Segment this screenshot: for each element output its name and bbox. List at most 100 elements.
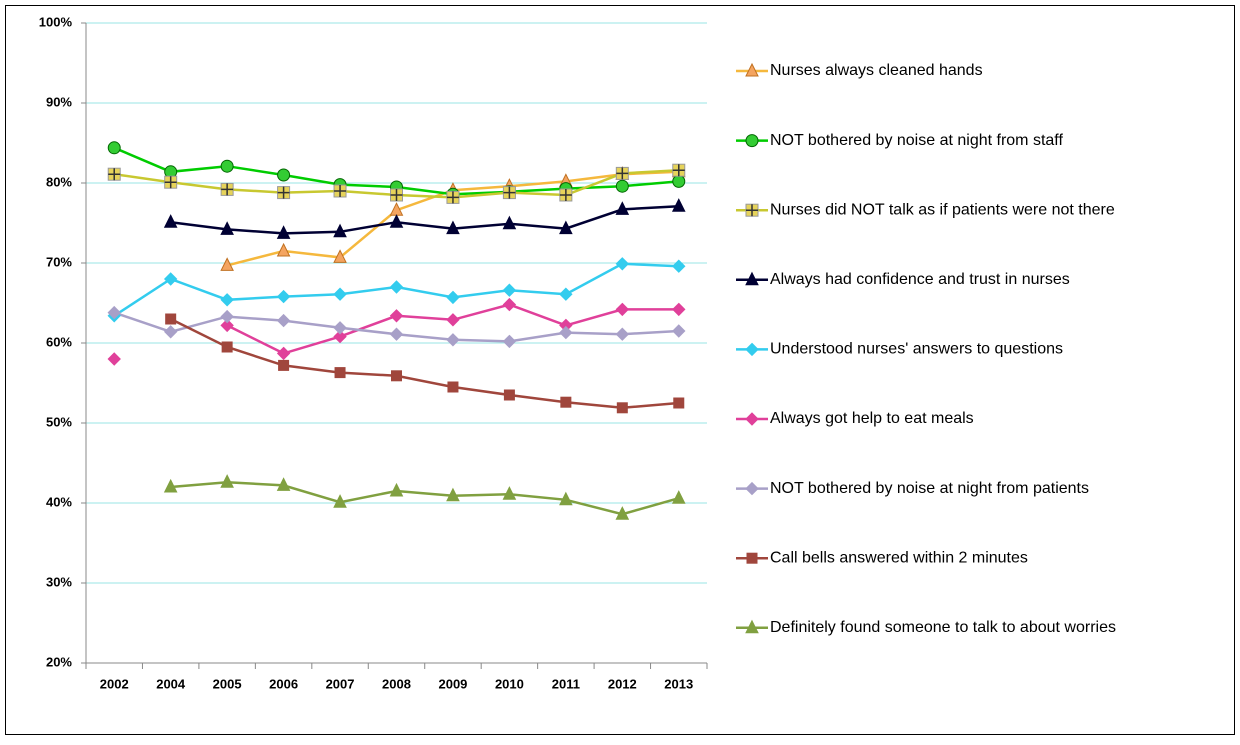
- data-point-cross: [277, 186, 290, 199]
- legend-label: NOT bothered by noise at night from staf…: [770, 132, 1063, 149]
- data-point: [220, 318, 234, 333]
- data-point: [559, 188, 573, 202]
- data-point: [615, 506, 630, 520]
- data-point-cross: [108, 168, 121, 181]
- x-tick-label: 2007: [326, 676, 355, 691]
- data-point: [672, 324, 686, 338]
- x-tick-label: 2013: [664, 676, 693, 691]
- data-point: [503, 389, 515, 401]
- y-tick-label: 30%: [46, 574, 72, 589]
- data-point: [163, 478, 178, 493]
- data-point-cross: [672, 164, 685, 177]
- y-tick-label: 60%: [46, 334, 72, 349]
- data-point: [333, 494, 347, 508]
- x-tick-label: 2009: [438, 676, 467, 691]
- data-point: [163, 272, 178, 286]
- data-point: [333, 223, 347, 238]
- data-point: [502, 486, 517, 500]
- series-line: [170, 480, 680, 516]
- data-point-cross: [559, 189, 572, 201]
- data-point: [502, 334, 517, 349]
- data-point-cross: [503, 186, 516, 199]
- data-point: [671, 198, 686, 212]
- data-point: [220, 221, 234, 235]
- data-point: [672, 259, 686, 273]
- data-point: [615, 327, 630, 341]
- y-tick-label: 70%: [46, 254, 72, 269]
- data-point: [502, 297, 517, 312]
- data-point: [333, 321, 347, 335]
- x-tick-label: 2010: [495, 676, 524, 691]
- data-point: [107, 305, 121, 320]
- data-point: [221, 341, 233, 353]
- data-point: [559, 491, 573, 506]
- data-point: [502, 215, 517, 230]
- data-point: [165, 313, 177, 325]
- data-point: [446, 313, 460, 327]
- data-point: [107, 141, 121, 155]
- series-line: [170, 317, 679, 410]
- data-point: [333, 287, 347, 301]
- legend-label: Always got help to eat meals: [770, 410, 974, 427]
- data-point: [446, 190, 460, 204]
- data-point: [672, 163, 686, 177]
- y-tick-label: 40%: [46, 494, 72, 509]
- data-point: [673, 397, 685, 409]
- legend-label: NOT bothered by noise at night from pati…: [770, 480, 1089, 497]
- data-point: [333, 184, 347, 198]
- x-tick-label: 2002: [100, 676, 129, 691]
- data-point-cross: [221, 183, 234, 196]
- legend-marker: [745, 412, 759, 426]
- data-point: [163, 214, 178, 228]
- data-point: [672, 174, 686, 188]
- data-point: [220, 182, 234, 196]
- data-point: [107, 167, 121, 181]
- data-point: [278, 359, 290, 371]
- legend-label: Nurses always cleaned hands: [770, 62, 983, 79]
- legend-label: Understood nurses' answers to questions: [770, 341, 1063, 358]
- data-point: [446, 333, 460, 347]
- legend-marker: [745, 342, 759, 357]
- data-point: [276, 477, 291, 491]
- data-point: [559, 287, 573, 301]
- data-point: [615, 257, 630, 271]
- legend-marker: [746, 552, 758, 564]
- x-tick-label: 2004: [156, 676, 186, 691]
- data-point: [276, 225, 291, 239]
- data-point: [672, 302, 686, 317]
- data-point: [615, 179, 629, 193]
- legend-label: Always had confidence and trust in nurse…: [770, 271, 1070, 288]
- legend-marker: [745, 271, 759, 286]
- data-point: [333, 329, 347, 344]
- y-tick-label: 100%: [39, 14, 73, 29]
- data-point: [389, 309, 404, 323]
- legend-marker-cross: [746, 204, 758, 217]
- data-point: [334, 367, 346, 379]
- data-point: [616, 402, 628, 414]
- data-point: [277, 168, 291, 182]
- x-tick-label: 2006: [269, 676, 298, 691]
- data-point: [220, 309, 234, 324]
- data-point: [276, 313, 291, 328]
- y-tick-label: 50%: [46, 414, 72, 429]
- data-point: [220, 293, 234, 307]
- data-point-cross: [164, 176, 177, 189]
- y-tick-label: 80%: [46, 174, 72, 189]
- data-point: [390, 188, 403, 202]
- legend-label: Definitely found someone to talk to abou…: [770, 619, 1116, 636]
- data-point: [276, 289, 291, 304]
- x-tick-label: 2008: [382, 676, 411, 691]
- series-line: [170, 204, 679, 235]
- x-tick-label: 2005: [213, 676, 242, 691]
- data-point: [107, 352, 121, 366]
- data-point: [220, 159, 234, 173]
- data-point: [164, 175, 178, 189]
- data-point-cross: [334, 185, 347, 197]
- x-tick-label: 2012: [608, 676, 637, 691]
- x-tick-label: 2011: [552, 676, 580, 691]
- data-point: [502, 283, 517, 297]
- data-point: [559, 220, 573, 235]
- data-point-cross: [390, 189, 403, 201]
